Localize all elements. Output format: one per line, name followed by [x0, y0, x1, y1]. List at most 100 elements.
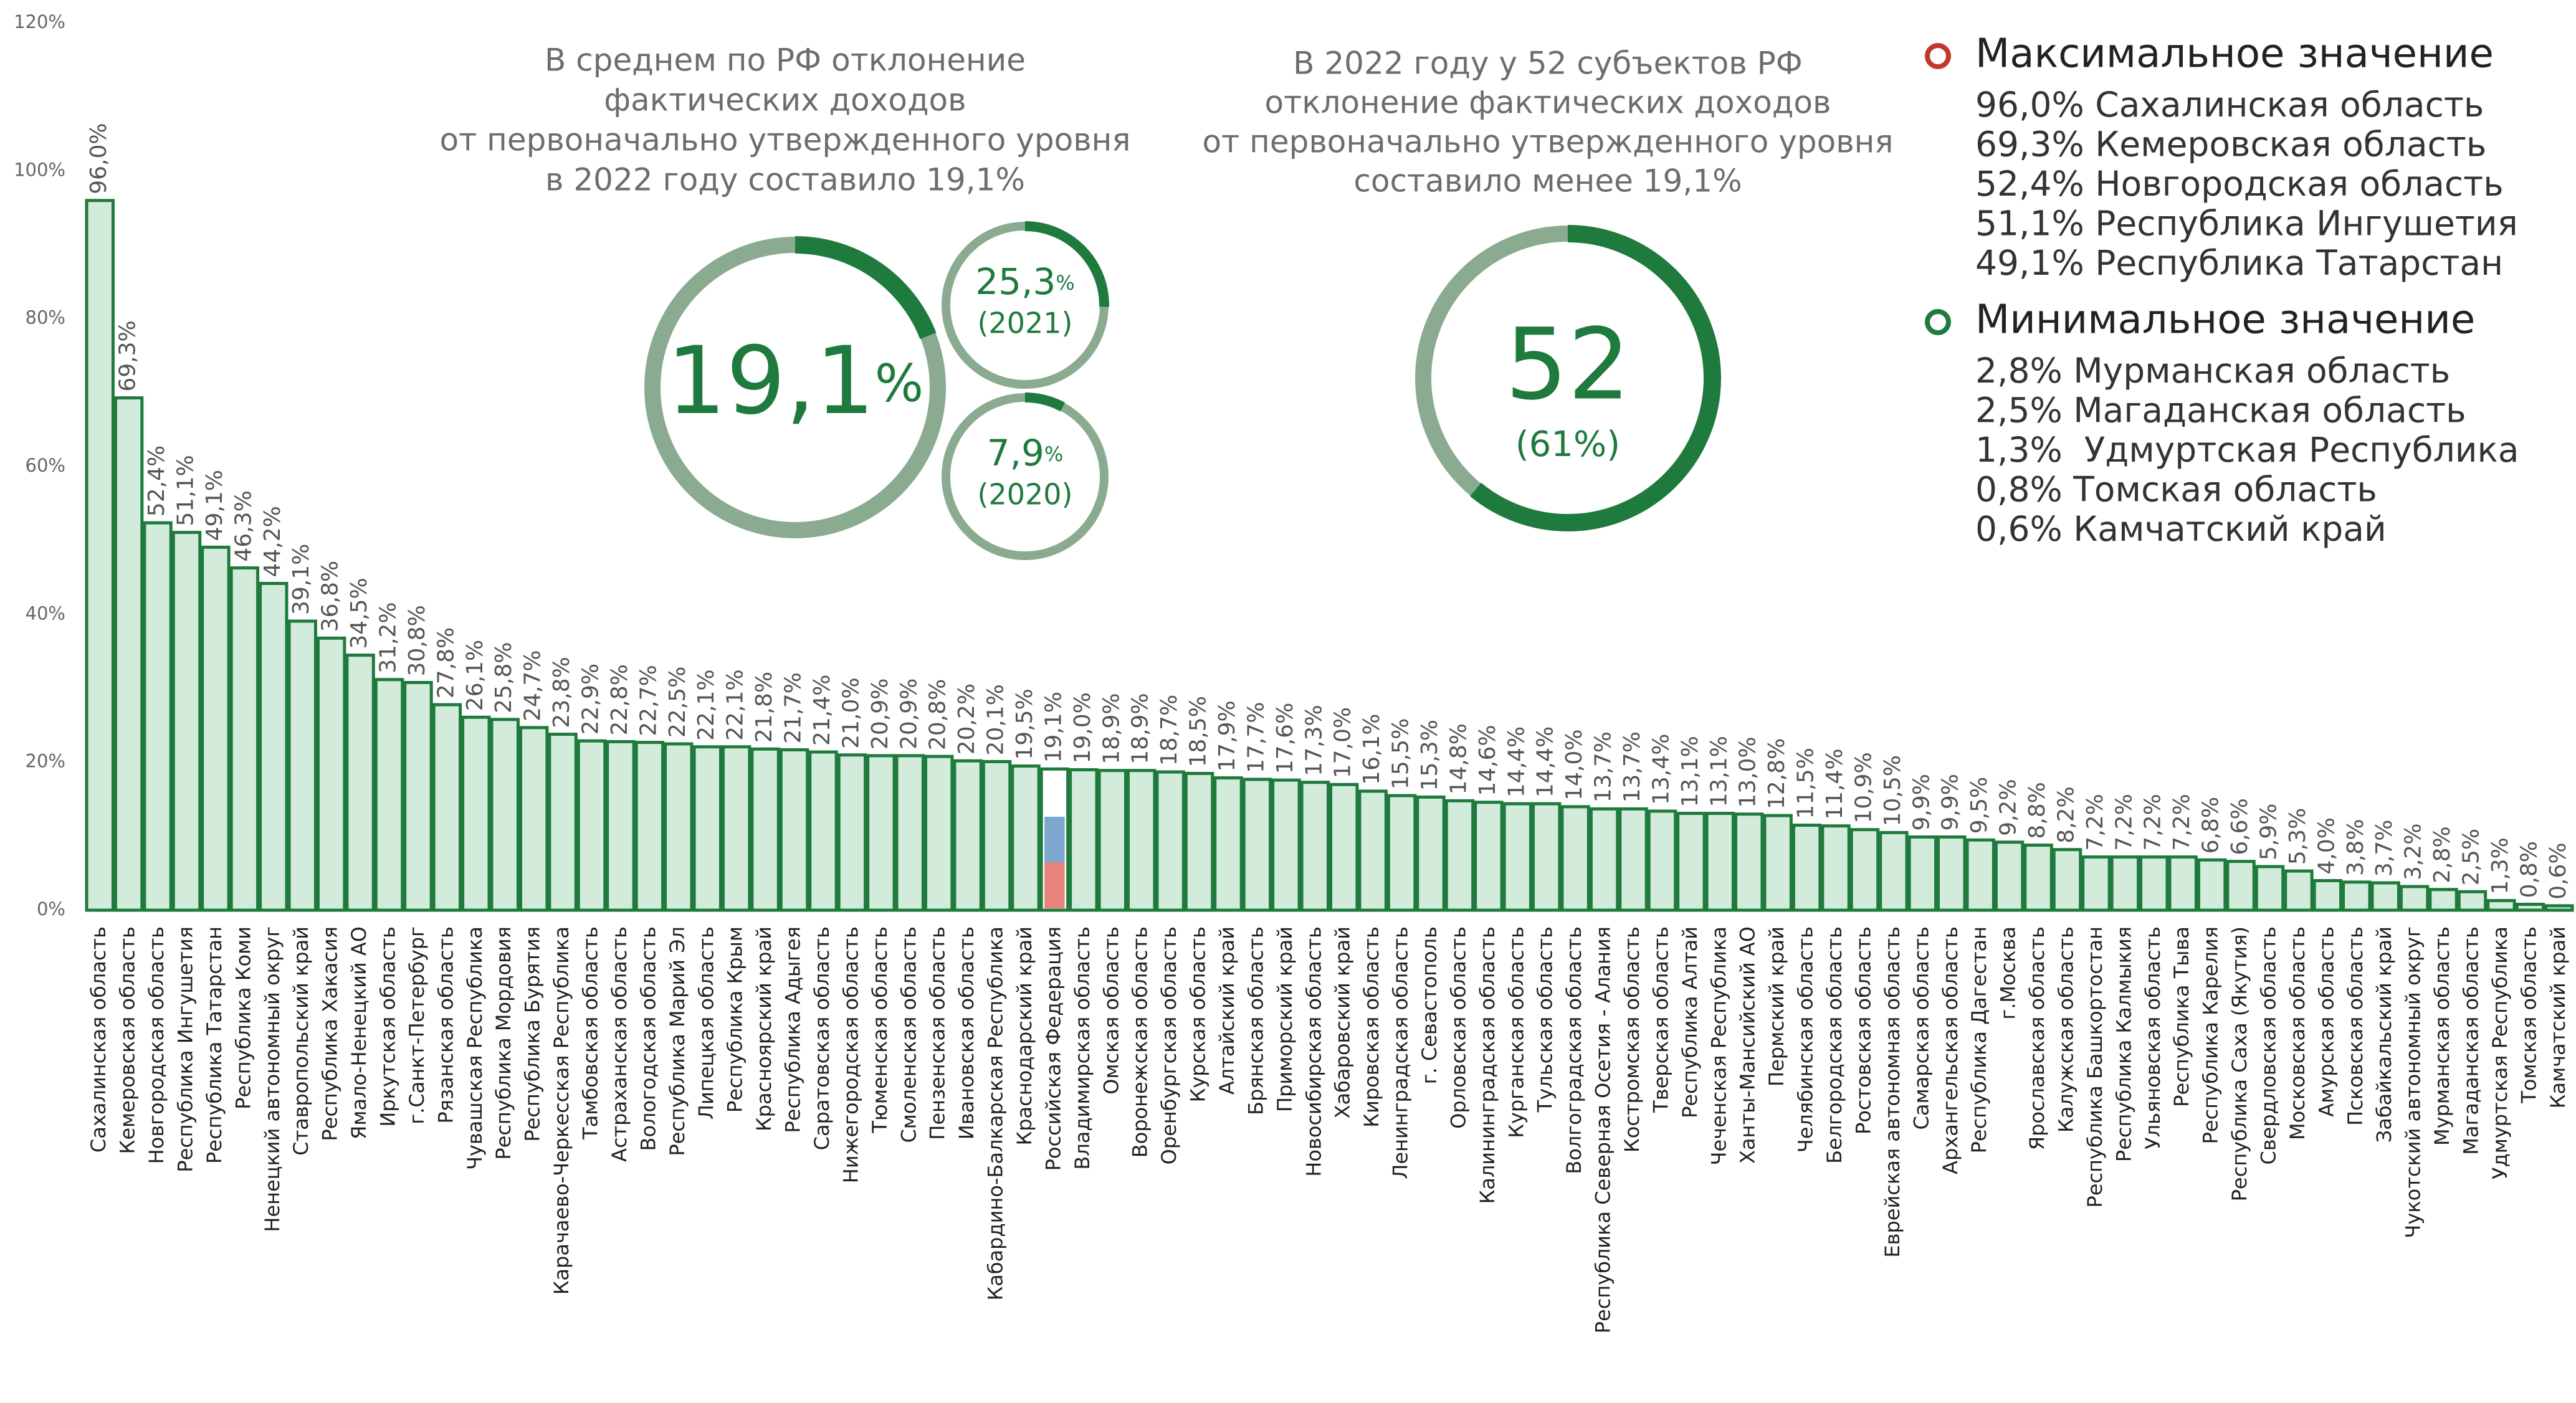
value-label: 17,0%	[1330, 707, 1356, 778]
bar	[1184, 771, 1214, 912]
bar	[2399, 885, 2430, 912]
donut-value: 19,1%	[667, 327, 923, 435]
value-label: 18,9%	[1128, 693, 1153, 764]
value-label: 17,7%	[1243, 702, 1269, 773]
x-tick-label: Чеченская Республика	[1707, 926, 1730, 1165]
x-tick-label: Ханты-Мансийский АО	[1736, 926, 1760, 1164]
value-label: 21,8%	[751, 672, 777, 743]
value-label: 22,7%	[636, 665, 661, 736]
x-tick-label: Ямало-Ненецкий АО	[347, 926, 371, 1139]
x-tick-label: Республика Марий Эл	[665, 926, 689, 1156]
value-label: 7,2%	[2082, 794, 2108, 850]
value-label: 1,3%	[2488, 837, 2513, 894]
value-label: 13,1%	[1706, 736, 1732, 807]
bar	[1271, 778, 1301, 912]
x-tick-label: Республика Саха (Якутия)	[2228, 926, 2251, 1201]
y-tick-label: 0%	[37, 898, 65, 920]
bar	[2486, 899, 2516, 912]
bar	[2023, 844, 2053, 912]
x-tick-label: Российская Федерация	[1041, 926, 1065, 1171]
value-label: 19,0%	[1070, 692, 1095, 763]
bar	[1300, 781, 1330, 912]
donut-value: 25,3%	[975, 260, 1074, 303]
bar	[2428, 888, 2458, 912]
x-tick-label: г.Санкт-Петербург	[405, 926, 429, 1125]
x-tick-label: Липецкая область	[694, 926, 718, 1120]
bar	[1937, 835, 1967, 912]
value-label: 51,1%	[173, 455, 199, 526]
bar	[403, 681, 433, 912]
value-label: 7,2%	[2111, 794, 2137, 850]
value-label: 7,2%	[2169, 794, 2195, 850]
legend-marker	[1925, 309, 1951, 335]
bar	[518, 726, 549, 912]
value-label: 26,1%	[462, 640, 488, 711]
value-label: 8,8%	[2025, 782, 2050, 839]
value-label: 19,5%	[1012, 688, 1038, 759]
bar	[2457, 890, 2488, 912]
value-label: 13,0%	[1735, 736, 1761, 807]
value-label: 25,8%	[491, 642, 517, 713]
bar	[2312, 879, 2343, 912]
info-text: В 2022 году у 52 субъектов РФ	[1293, 45, 1803, 82]
legend-item: 49,1% Республика Татарстан	[1975, 243, 2503, 283]
value-label: 14,0%	[1562, 729, 1587, 800]
bar	[229, 566, 260, 912]
value-label: 22,1%	[723, 669, 748, 740]
info-text: от первоначально утвержденного уровня	[1203, 124, 1894, 160]
bar	[664, 742, 694, 912]
x-tick-label: Новгородская область	[145, 926, 168, 1164]
value-label: 30,8%	[404, 605, 430, 676]
legend-marker	[1925, 43, 1951, 69]
legend-item: 1,3% Удмуртская Республика	[1975, 430, 2519, 470]
bar	[1358, 789, 1388, 912]
x-tick-label: Хабаровский край	[1331, 926, 1355, 1118]
count-share: (61%)	[1515, 424, 1620, 465]
legend-item: 0,8% Томская область	[1975, 470, 2377, 510]
value-label: 10,5%	[1880, 755, 1906, 826]
x-tick-label: Республика Адыгея	[781, 926, 805, 1133]
y-tick-label: 40%	[26, 602, 65, 624]
bar	[692, 745, 722, 912]
bar	[1126, 769, 1157, 912]
bar	[1011, 764, 1041, 912]
bar	[1329, 782, 1359, 912]
x-tick-label: Карачаево-Черкесская Республика	[550, 926, 573, 1295]
value-label: 23,8%	[549, 657, 575, 728]
value-label: 34,5%	[346, 578, 372, 649]
value-label: 6,6%	[2227, 798, 2253, 855]
bar	[85, 199, 115, 912]
x-tick-label: Тверская область	[1649, 926, 1672, 1113]
donut-year: (2021)	[978, 307, 1073, 340]
value-label: 16,1%	[1359, 714, 1385, 785]
flag-blue	[1044, 817, 1065, 862]
ring	[942, 393, 1109, 560]
bar	[2226, 860, 2256, 912]
bar	[490, 718, 520, 912]
value-label: 3,2%	[2401, 824, 2426, 880]
x-tick-label: Еврейская автономная область	[1881, 926, 1904, 1258]
x-tick-label: Республика Алтай	[1678, 926, 1702, 1118]
x-tick-label: Смоленская область	[897, 926, 920, 1143]
x-tick-label: Республика Крым	[723, 926, 747, 1113]
value-label: 9,2%	[1996, 779, 2021, 835]
bar	[1444, 799, 1475, 912]
x-tick-label: Республика Башкортостан	[2083, 926, 2107, 1208]
ring-arc	[644, 236, 947, 539]
bar	[171, 531, 202, 912]
bar	[923, 754, 954, 912]
bar	[1502, 802, 1533, 912]
bar	[1242, 778, 1272, 912]
bar	[2110, 855, 2140, 912]
x-tick-label: Ленинградская область	[1389, 926, 1413, 1179]
x-tick-label: Амурская область	[2314, 926, 2338, 1117]
x-tick-label: Магаданская область	[2459, 926, 2483, 1155]
x-tick-label: Воронежская область	[1128, 926, 1152, 1158]
bar	[1069, 768, 1099, 912]
x-tick-label: Республика Хакасия	[318, 926, 342, 1141]
x-tick-label: Камчатский край	[2546, 926, 2570, 1108]
bar	[1416, 795, 1446, 912]
value-label: 9,9%	[1938, 774, 1963, 830]
x-tick-label: Белгородская область	[1823, 926, 1846, 1164]
value-label: 3,7%	[2372, 820, 2397, 877]
